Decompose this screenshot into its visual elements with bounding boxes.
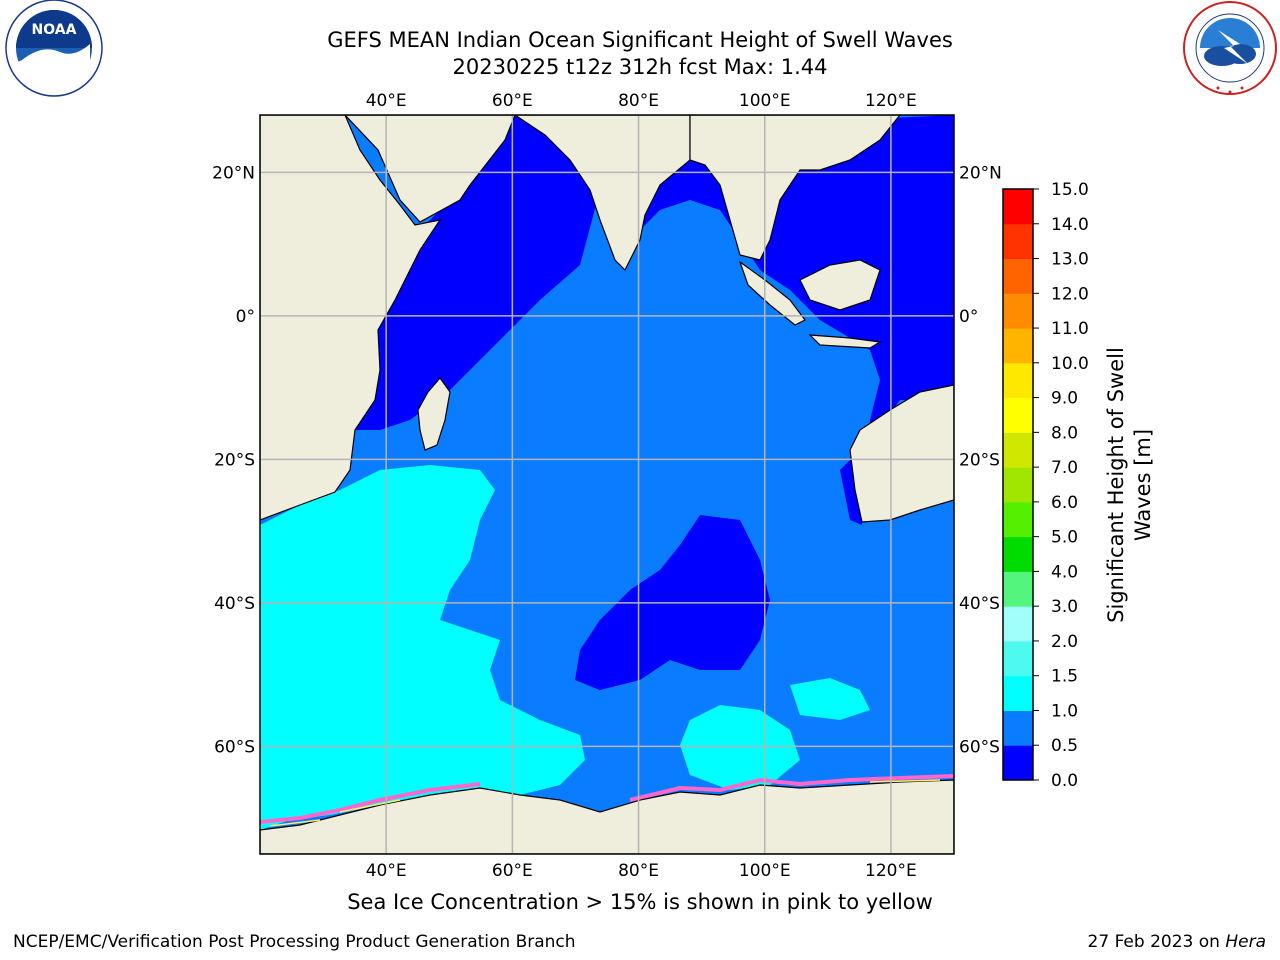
lat-label-right: 40°S — [959, 594, 1000, 614]
lat-label-right: 0° — [959, 307, 978, 327]
lat-label-left: 0° — [236, 307, 255, 327]
land-sumatra-borneo — [738, 259, 882, 349]
lat-label-left: 40°S — [214, 594, 255, 614]
lon-label-top: 80°E — [618, 91, 659, 111]
footer-date-text: 27 Feb 2023 on — [1087, 932, 1226, 952]
colorbar-swatch — [1003, 675, 1033, 711]
swell-region-low-north — [350, 115, 600, 430]
lon-label-top: 100°E — [739, 91, 791, 111]
colorbar-tick-label: 4.0 — [1051, 562, 1078, 582]
lon-label-top: 60°E — [492, 91, 533, 111]
swell-region-mid-west — [260, 465, 585, 830]
colorbar-tick-label: 0.0 — [1051, 771, 1078, 791]
lat-label-right: 60°S — [959, 737, 1000, 757]
colorbar-tick-label: 0.5 — [1051, 736, 1078, 756]
lat-label-right: 20°S — [959, 450, 1000, 470]
colorbar-swatch — [1003, 258, 1033, 294]
colorbar-swatch — [1003, 397, 1033, 433]
colorbar-swatch — [1003, 745, 1033, 781]
colorbar-swatch — [1003, 467, 1033, 503]
lon-label-bottom: 100°E — [739, 861, 791, 881]
colorbar-tick-label: 15.0 — [1051, 180, 1089, 200]
map-frame — [259, 114, 955, 855]
colorbar-frame — [1002, 188, 1034, 781]
land-australia — [849, 384, 954, 523]
nws-logo — [1183, 1, 1277, 95]
colorbar-tick-label: 6.0 — [1051, 493, 1078, 513]
lat-label-left: 60°S — [214, 737, 255, 757]
colorbar-tick-label: 12.0 — [1051, 284, 1089, 304]
lat-label-right: 20°N — [959, 163, 1002, 183]
colorbar-tick-label: 1.0 — [1051, 701, 1078, 721]
colorbar-tick-label: 7.0 — [1051, 458, 1078, 478]
colorbar-swatch — [1003, 432, 1033, 468]
colorbar-tick-label: 9.0 — [1051, 389, 1078, 409]
land-antarctica — [260, 779, 954, 854]
colorbar-swatch — [1003, 571, 1033, 607]
colorbar-swatch — [1003, 189, 1033, 225]
colorbar-swatch — [1003, 606, 1033, 642]
lon-label-top: 40°E — [366, 91, 407, 111]
noaa-logo: NOAA — [5, 0, 103, 97]
footer-credit: NCEP/EMC/Verification Post Processing Pr… — [13, 932, 576, 952]
swell-region-mid-east2 — [790, 678, 870, 720]
noaa-logo-text: NOAA — [32, 22, 77, 38]
colorbar-tick-label: 3.0 — [1051, 597, 1078, 617]
colorbar-tick-label: 10.0 — [1051, 354, 1089, 374]
map-gridlines — [260, 115, 954, 854]
colorbar-label-line2: Waves [m] — [1131, 429, 1155, 541]
colorbar-label-line1: Significant Height of Swell — [1104, 347, 1128, 623]
colorbar-swatch — [1003, 223, 1033, 260]
colorbar-swatch — [1003, 536, 1033, 572]
lon-label-top: 120°E — [865, 91, 917, 111]
sea-ice-fringe — [260, 774, 954, 824]
colorbar-tick-label: 1.5 — [1051, 667, 1078, 687]
lon-label-bottom: 80°E — [618, 861, 659, 881]
lat-label-left: 20°N — [212, 163, 255, 183]
colorbar-tick-label: 8.0 — [1051, 423, 1078, 443]
colorbar-tick-label: 2.0 — [1051, 632, 1078, 652]
colorbar-swatch — [1003, 328, 1033, 364]
colorbar-tick-label: 5.0 — [1051, 528, 1078, 548]
colorbar-tick-label: 11.0 — [1051, 319, 1089, 339]
map-area — [260, 115, 954, 854]
map-title: GEFS MEAN Indian Ocean Significant Heigh… — [327, 28, 953, 52]
colorbar-tick-label: 13.0 — [1051, 250, 1089, 270]
swell-region-mid-east — [680, 705, 800, 790]
colorbar-swatch — [1003, 362, 1033, 399]
footer-host: Hera — [1225, 932, 1266, 952]
lat-label-left: 20°S — [214, 450, 255, 470]
lon-label-bottom: 60°E — [492, 861, 533, 881]
land-madagascar — [417, 377, 451, 451]
colorbar-tick-label: 14.0 — [1051, 215, 1089, 235]
colorbar-swatch — [1003, 501, 1033, 538]
lon-label-bottom: 120°E — [865, 861, 917, 881]
sea-ice-caption: Sea Ice Concentration > 15% is shown in … — [347, 890, 933, 914]
colorbar-swatch — [1003, 710, 1033, 746]
sea-ice-fringe-yellow — [269, 779, 941, 827]
colorbar-swatch — [1003, 293, 1033, 329]
colorbar — [1003, 189, 1033, 781]
map-subtitle: 20230225 t12z 312h fcst Max: 1.44 — [452, 55, 828, 79]
footer-date: 27 Feb 2023 on Hera — [1088, 932, 1266, 952]
colorbar-swatch — [1003, 640, 1033, 677]
lon-label-bottom: 40°E — [366, 861, 407, 881]
